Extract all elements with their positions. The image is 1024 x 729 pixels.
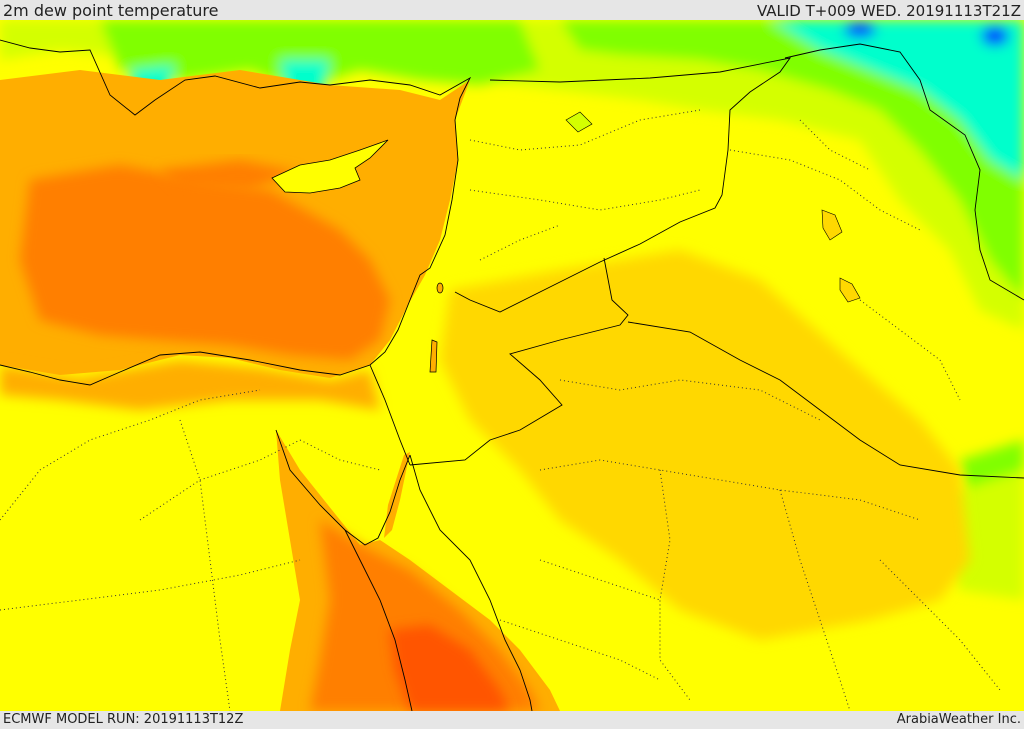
lake-habbaniyah bbox=[839, 277, 861, 303]
model-run-label: ECMWF MODEL RUN: 20191113T12Z bbox=[3, 712, 244, 727]
coastal-orange-band bbox=[0, 360, 380, 410]
valid-time: VALID T+009 WED. 20191113T21Z bbox=[756, 2, 1021, 20]
gold-zone bbox=[440, 250, 970, 640]
turkey-coast bbox=[0, 39, 472, 121]
red-sea-east-coast bbox=[409, 454, 533, 711]
country-borders bbox=[369, 43, 1024, 479]
sinai-outline bbox=[275, 429, 411, 546]
admin-boundaries bbox=[0, 109, 1001, 711]
dead-sea bbox=[429, 339, 438, 373]
levant-coast bbox=[0, 119, 459, 386]
lake-tharthar bbox=[821, 209, 843, 241]
dew-point-map bbox=[0, 20, 1024, 711]
cyprus-island bbox=[271, 139, 389, 194]
sea-of-galilee bbox=[436, 282, 444, 294]
title-bar: 2m dew point temperature VALID T+009 WED… bbox=[0, 0, 1024, 20]
mediterranean-sea bbox=[0, 70, 470, 378]
credit-label: ArabiaWeather Inc. bbox=[896, 712, 1021, 727]
gulf-of-aqaba bbox=[384, 452, 410, 538]
red-sea-west-coast bbox=[344, 529, 413, 711]
red-sea bbox=[276, 430, 560, 711]
map-title: 2m dew point temperature bbox=[3, 1, 219, 20]
moist-zone-north bbox=[0, 20, 1024, 330]
footer-bar: ECMWF MODEL RUN: 20191113T12Z ArabiaWeat… bbox=[0, 711, 1024, 729]
lake-assad bbox=[565, 111, 593, 133]
